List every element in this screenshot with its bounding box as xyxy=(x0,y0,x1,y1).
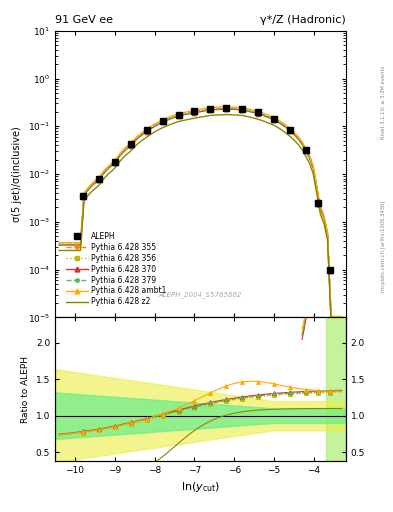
Text: Rivet 3.1.10; ≥ 3.3M events: Rivet 3.1.10; ≥ 3.3M events xyxy=(381,66,386,139)
X-axis label: $\ln(y_{\rm cut})$: $\ln(y_{\rm cut})$ xyxy=(181,480,220,494)
Y-axis label: σ(5 jet)/σ(inclusive): σ(5 jet)/σ(inclusive) xyxy=(12,126,22,222)
Text: ALEPH_2004_S5765862: ALEPH_2004_S5765862 xyxy=(159,291,242,298)
Text: γ*/Z (Hadronic): γ*/Z (Hadronic) xyxy=(260,15,346,25)
Y-axis label: Ratio to ALEPH: Ratio to ALEPH xyxy=(21,356,30,422)
Text: 91 GeV ee: 91 GeV ee xyxy=(55,15,113,25)
Legend: ALEPH, Pythia 6.428 355, Pythia 6.428 356, Pythia 6.428 370, Pythia 6.428 379, P: ALEPH, Pythia 6.428 355, Pythia 6.428 35… xyxy=(65,230,167,308)
Text: mcplots.cern.ch [arXiv:1306.3436]: mcplots.cern.ch [arXiv:1306.3436] xyxy=(381,200,386,291)
